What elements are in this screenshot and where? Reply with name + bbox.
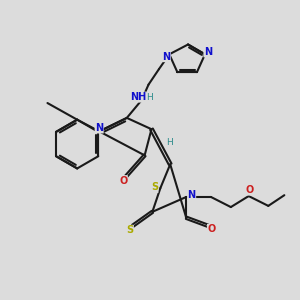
Text: N: N <box>204 47 212 57</box>
Text: O: O <box>207 224 216 234</box>
Text: S: S <box>126 225 134 235</box>
Text: O: O <box>119 176 128 186</box>
Text: O: O <box>245 185 254 195</box>
Text: NH: NH <box>130 92 146 102</box>
Text: N: N <box>95 123 103 133</box>
Text: H: H <box>166 138 172 147</box>
Text: N: N <box>162 52 170 62</box>
Text: N: N <box>188 190 196 200</box>
Text: S: S <box>151 182 158 193</box>
Text: H: H <box>147 93 153 102</box>
